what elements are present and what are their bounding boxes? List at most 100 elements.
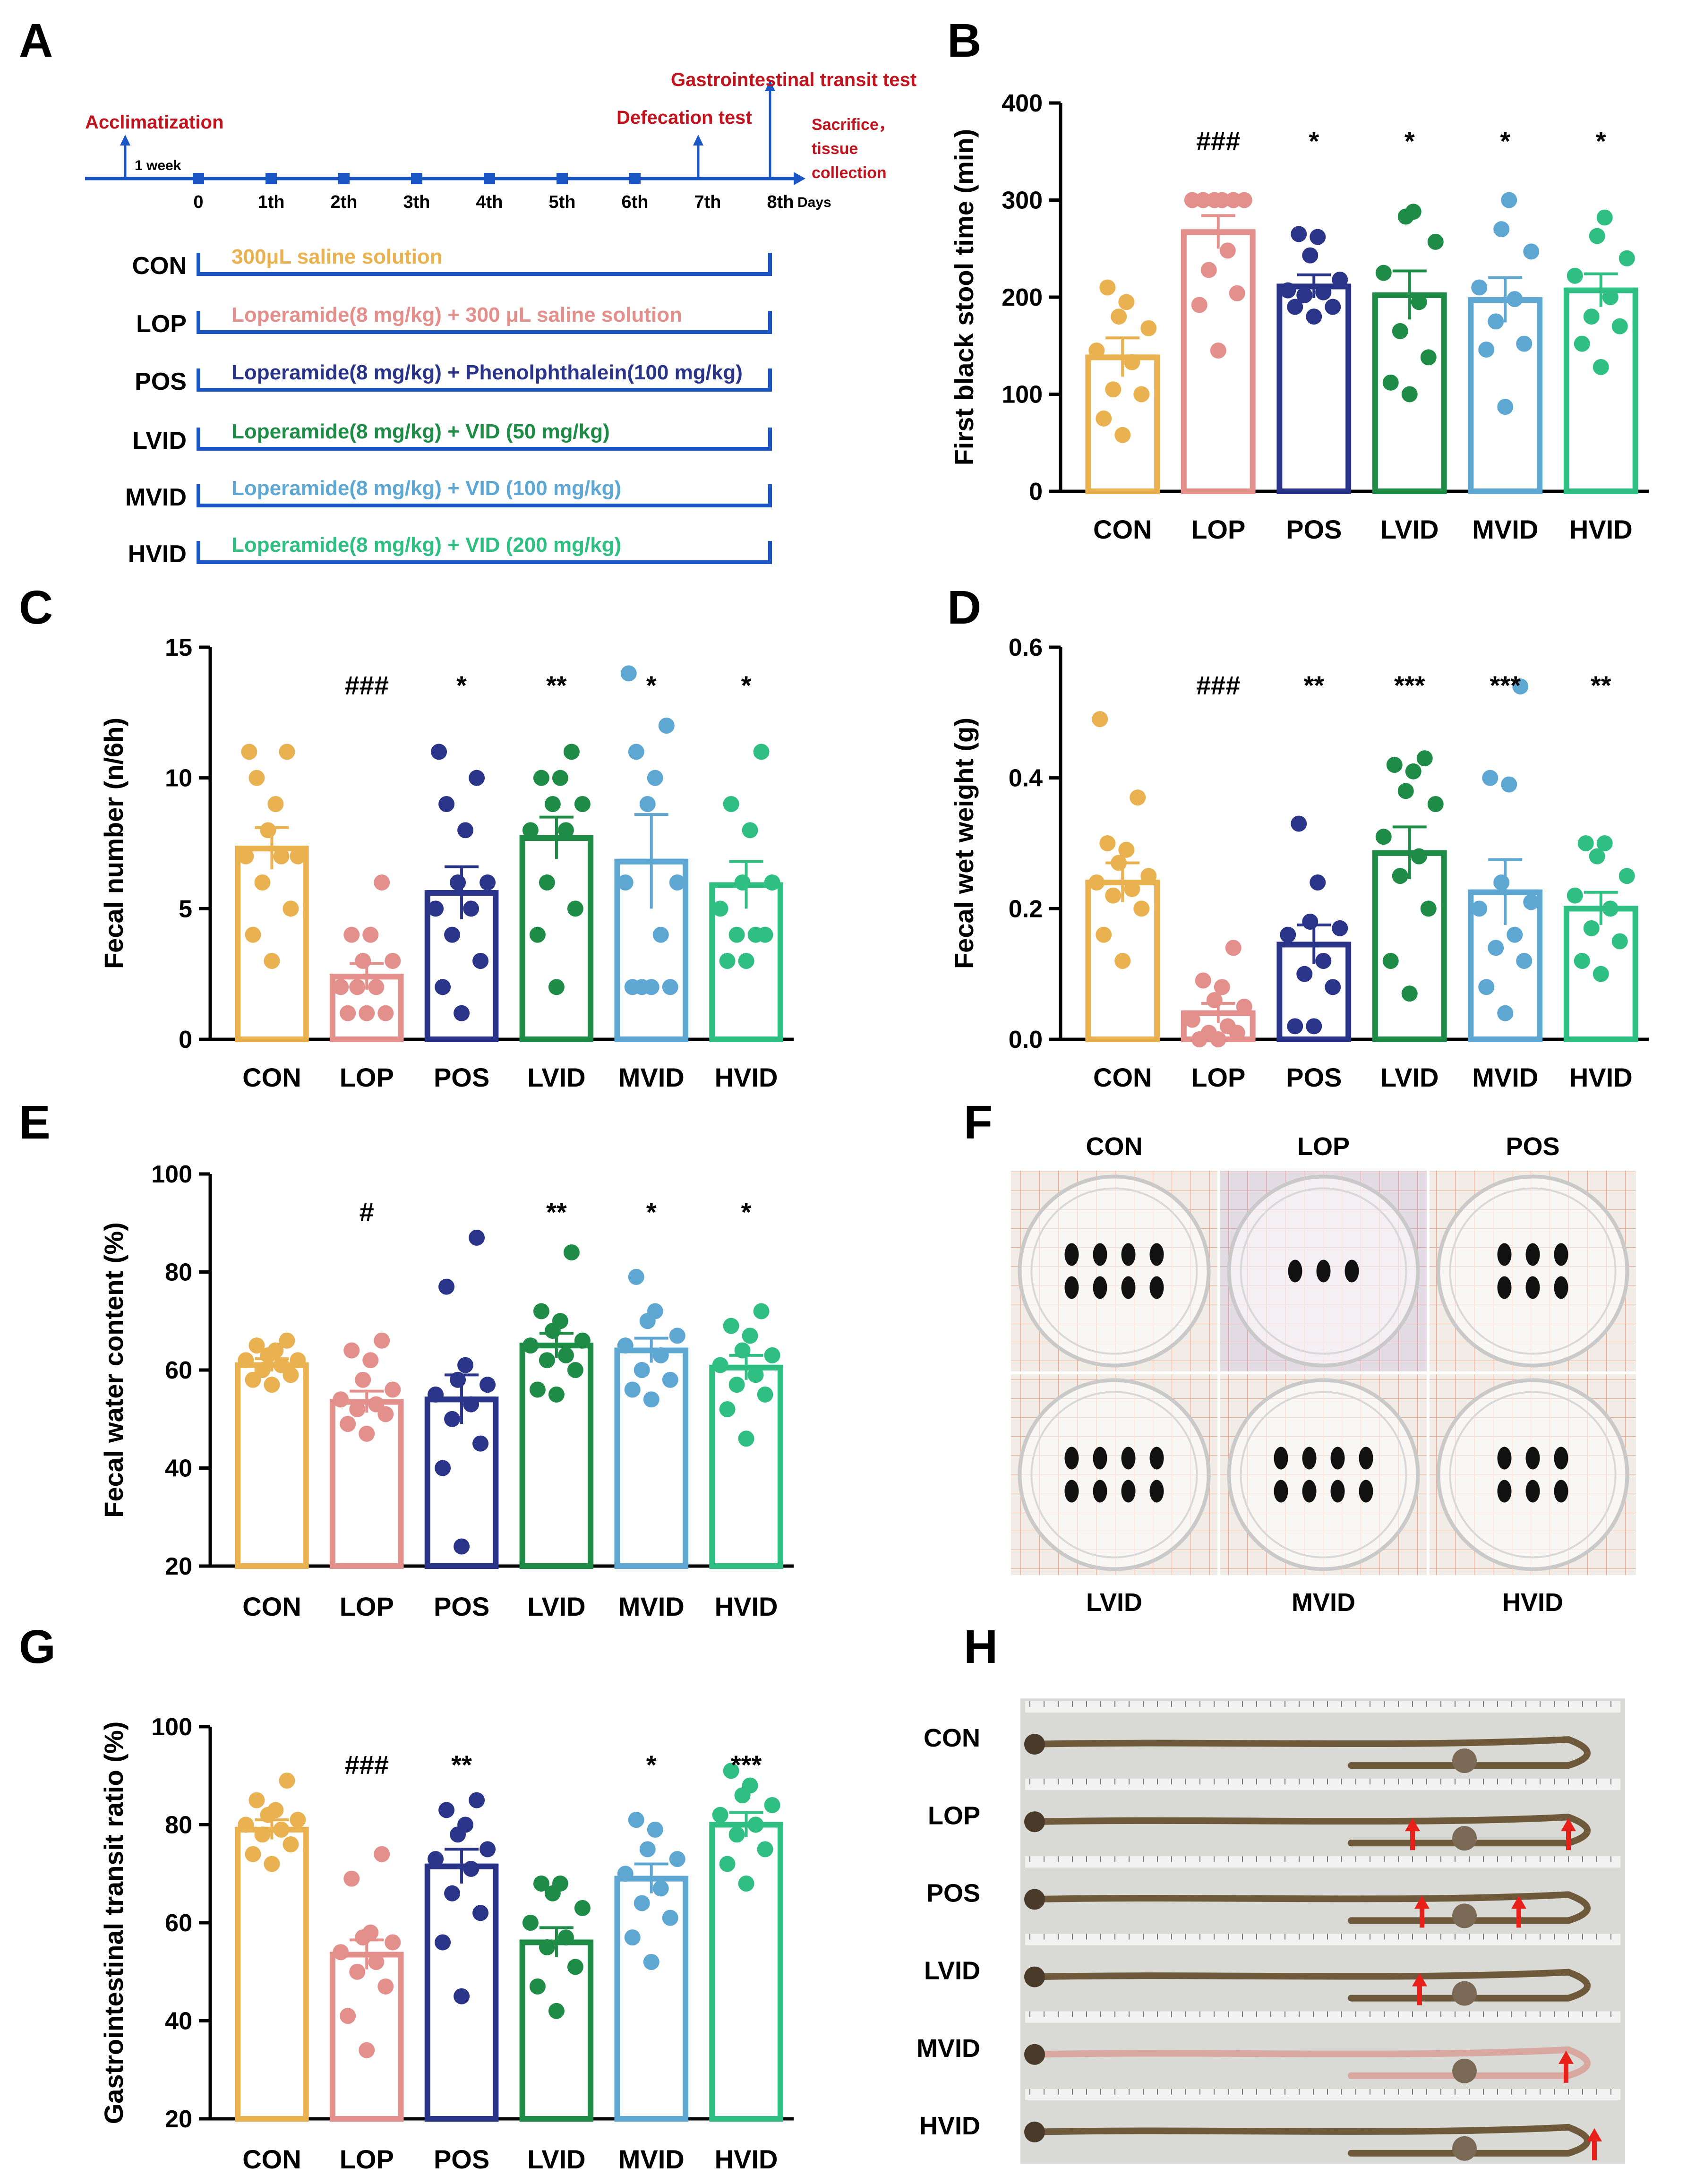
data-point-lvid — [522, 1337, 539, 1354]
treatment-row-lop: LOP Loperamide(8 mg/kg) + 300 μL saline s… — [136, 303, 772, 338]
data-point-lop — [343, 1870, 360, 1887]
category-label-mvid: MVID — [618, 1592, 685, 1621]
data-point-pos — [428, 1851, 444, 1867]
intestine-label-lop: LOP — [928, 1801, 980, 1830]
data-point-con — [279, 1773, 295, 1789]
fecal-pellet — [1274, 1447, 1288, 1470]
data-point-mvid — [1507, 291, 1523, 308]
data-point-mvid — [652, 1880, 669, 1897]
data-point-lvid — [1427, 233, 1444, 250]
defecation-arrowhead — [693, 135, 703, 146]
treatment-group-name: LVID — [132, 427, 187, 454]
data-point-con — [1130, 789, 1146, 806]
treatment-group-name: CON — [132, 252, 187, 280]
data-point-pos — [457, 1816, 474, 1833]
bar-con — [235, 846, 309, 1042]
data-point-lvid — [529, 926, 546, 943]
data-point-con — [267, 1802, 284, 1818]
fecal-pellet — [1525, 1243, 1540, 1266]
category-label-hvid: HVID — [715, 1592, 778, 1621]
category-label-con: CON — [242, 1592, 301, 1621]
data-point-con — [1092, 711, 1108, 728]
fecal-pellet — [1274, 1480, 1288, 1503]
data-point-lvid — [1392, 868, 1408, 884]
data-point-con — [1111, 308, 1127, 325]
data-point-hvid — [747, 1816, 764, 1833]
data-point-mvid — [1516, 335, 1533, 352]
y-axis-label: Fecal wet weight (g) — [949, 718, 979, 969]
fecal-pellet — [1344, 1259, 1359, 1283]
y-tick-label: 0 — [1029, 478, 1043, 505]
day-marker-4 — [484, 173, 495, 184]
data-point-con — [248, 1337, 265, 1354]
data-point-lvid — [1416, 750, 1433, 767]
data-point-con — [238, 848, 254, 865]
fecal-pellet — [1554, 1480, 1568, 1503]
fecal-pellet — [1497, 1243, 1512, 1266]
data-point-lvid — [1401, 386, 1418, 403]
y-tick-label: 400 — [1002, 90, 1043, 117]
data-point-lvid — [1411, 848, 1427, 865]
data-point-pos — [1310, 874, 1326, 891]
data-point-mvid — [617, 1866, 634, 1882]
ruler — [1025, 1701, 1620, 1713]
data-point-pos — [1296, 287, 1313, 303]
data-point-lvid — [1375, 829, 1392, 845]
treatment-row-con: CON 300μL saline solution — [132, 245, 772, 280]
data-point-pos — [1291, 226, 1307, 242]
data-point-pos — [1296, 966, 1313, 982]
fecal-pellet — [1064, 1276, 1079, 1299]
bar-pos — [424, 1396, 499, 1569]
fecal-pellet — [1302, 1447, 1317, 1470]
data-point-pos — [480, 1841, 496, 1858]
data-point-pos — [469, 1229, 485, 1246]
significance-lvid: * — [1404, 126, 1415, 156]
data-point-lop — [355, 953, 371, 969]
data-point-con — [264, 1377, 280, 1393]
category-label-lvid: LVID — [527, 1592, 585, 1621]
data-point-con — [290, 848, 306, 865]
data-point-pos — [1302, 914, 1319, 930]
transit-front-arrow — [1405, 1818, 1420, 1850]
data-point-mvid — [652, 1347, 669, 1363]
data-point-pos — [1280, 926, 1296, 943]
panel-letter-c: C — [19, 581, 53, 634]
fecal-pellet — [1149, 1243, 1164, 1266]
data-point-pos — [1287, 1018, 1303, 1035]
transit-front-arrow — [1414, 1895, 1430, 1928]
data-point-mvid — [647, 1821, 663, 1838]
data-point-con — [254, 874, 271, 891]
treatment-description: Loperamide(8 mg/kg) + VID (200 mg/kg) — [231, 533, 621, 557]
bar-lvid — [519, 1343, 594, 1569]
data-point-lvid — [539, 1939, 555, 1955]
data-point-mvid — [643, 1954, 659, 1970]
intestine-label-con: CON — [924, 1724, 980, 1752]
y-tick-label: 200 — [1002, 284, 1043, 311]
data-point-hvid — [1602, 289, 1618, 305]
significance-mvid: * — [646, 1750, 657, 1780]
data-point-pos — [450, 874, 466, 891]
category-label-lop: LOP — [340, 1062, 394, 1092]
data-point-con — [1124, 354, 1140, 370]
significance-lvid: ** — [546, 1197, 567, 1227]
data-point-mvid — [1471, 279, 1488, 296]
y-tick-label: 20 — [165, 1553, 192, 1580]
data-point-mvid — [662, 979, 678, 995]
data-point-pos — [469, 770, 485, 786]
data-point-hvid — [719, 1401, 736, 1417]
panel-f: F CON LOP POS LVID MVID HVID — [964, 1096, 1636, 1617]
data-point-hvid — [738, 1430, 754, 1447]
data-point-lvid — [533, 1303, 549, 1319]
data-point-lop — [368, 979, 385, 995]
intestine-label-lvid: LVID — [924, 1957, 980, 1985]
data-point-mvid — [669, 1328, 685, 1344]
bar-con — [235, 1362, 309, 1569]
significance-mvid: * — [1500, 126, 1510, 156]
data-point-hvid — [728, 1377, 745, 1393]
ruler — [1025, 2089, 1620, 2100]
dish-label-lvid: LVID — [1086, 1588, 1142, 1617]
bar-hvid — [709, 1364, 783, 1569]
data-point-pos — [1332, 920, 1348, 936]
treatment-description: Loperamide(8 mg/kg) + VID (100 mg/kg) — [231, 477, 621, 500]
data-point-con — [238, 1352, 254, 1369]
